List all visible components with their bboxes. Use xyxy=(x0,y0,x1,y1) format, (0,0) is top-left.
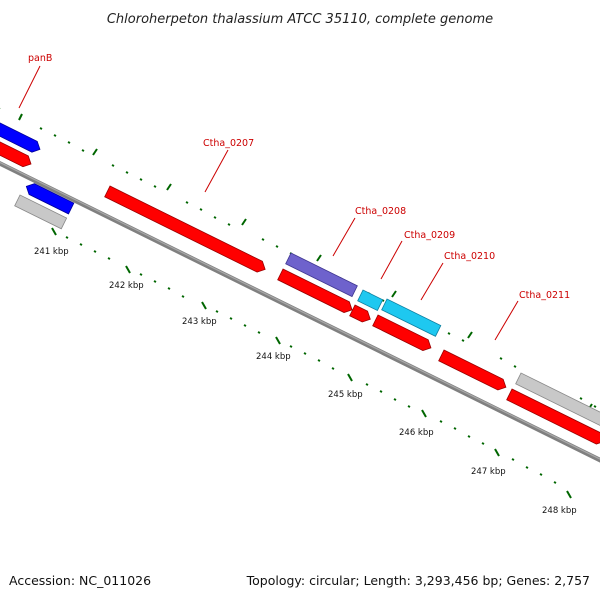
tick-label-248: 248 kbp xyxy=(542,506,577,516)
gene-labels: panB Ctha_0207 Ctha_0208 Ctha_0209 Ctha_… xyxy=(28,53,570,301)
genome-backbone xyxy=(0,160,600,463)
feature-grey-left[interactable] xyxy=(14,194,68,230)
feature-grey-right[interactable] xyxy=(515,372,600,429)
gene-ctha-0211[interactable] xyxy=(438,349,509,393)
tick-label-244: 244 kbp xyxy=(256,352,291,362)
tick-label-245: 245 kbp xyxy=(328,390,363,400)
label-ctha-0210[interactable]: Ctha_0210 xyxy=(444,251,495,262)
map-title: Chloroherpeton thalassium ATCC 35110, co… xyxy=(107,12,493,27)
tick-label-241: 241 kbp xyxy=(34,247,69,257)
gene-red-under-0208[interactable] xyxy=(277,268,355,315)
gene-blue-reverse[interactable] xyxy=(24,181,75,215)
label-ctha-0207[interactable]: Ctha_0207 xyxy=(203,138,254,149)
tick-label-247: 247 kbp xyxy=(471,467,506,477)
gene-panb-forward[interactable] xyxy=(0,120,43,155)
gene-ctha-0208[interactable] xyxy=(285,252,358,298)
gene-ctha-0210[interactable] xyxy=(381,298,442,337)
label-leaders xyxy=(18,65,519,341)
gene-red-under-0210[interactable] xyxy=(372,314,434,353)
tick-label-246: 246 kbp xyxy=(399,428,434,438)
label-ctha-0208[interactable]: Ctha_0208 xyxy=(355,206,406,217)
gene-small-red[interactable] xyxy=(349,304,373,325)
tick-label-242: 242 kbp xyxy=(109,281,144,291)
label-ctha-0211[interactable]: Ctha_0211 xyxy=(519,290,570,301)
gene-red-right-edge[interactable] xyxy=(506,388,600,447)
accession-text: Accession: NC_011026 xyxy=(9,573,151,588)
label-panb[interactable]: panB xyxy=(28,53,52,64)
genome-summary-text: Topology: circular; Length: 3,293,456 bp… xyxy=(246,573,590,588)
gene-ctha-0209[interactable] xyxy=(357,289,384,312)
gene-panb-reverse-partner[interactable] xyxy=(0,139,34,169)
inner-tick-track xyxy=(51,227,572,499)
label-ctha-0209[interactable]: Ctha_0209 xyxy=(404,230,455,241)
gene-ctha-0207[interactable] xyxy=(104,185,268,275)
scale-labels: 241 kbp 242 kbp 243 kbp 244 kbp 245 kbp … xyxy=(34,247,577,516)
tick-label-243: 243 kbp xyxy=(182,317,217,327)
